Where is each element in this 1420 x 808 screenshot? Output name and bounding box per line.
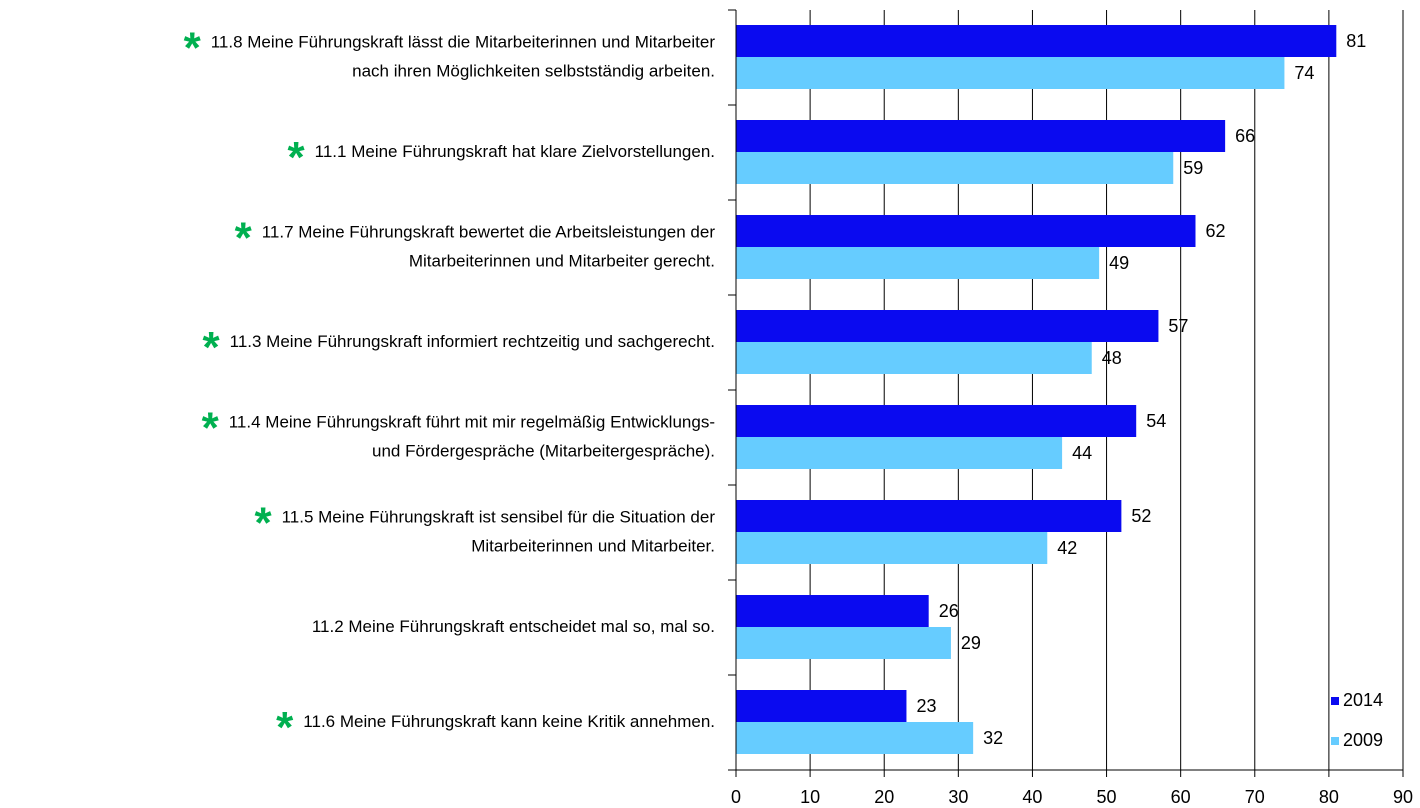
category-label: und Fördergespräche (Mitarbeitergespräch… — [372, 441, 715, 460]
data-label: 59 — [1183, 158, 1203, 178]
bar — [736, 437, 1063, 469]
significance-marker: * — [235, 214, 253, 263]
bar — [736, 722, 974, 754]
x-tick-label: 10 — [800, 787, 820, 807]
x-tick-label: 80 — [1319, 787, 1339, 807]
data-label: 81 — [1346, 31, 1366, 51]
x-tick-label: 90 — [1393, 787, 1413, 807]
bar — [736, 120, 1226, 152]
bar — [736, 532, 1048, 564]
bar — [736, 500, 1122, 532]
legend-swatch — [1331, 737, 1339, 745]
x-tick-label: 20 — [874, 787, 894, 807]
bar — [736, 152, 1174, 184]
significance-marker: * — [202, 404, 220, 453]
data-label: 32 — [983, 728, 1003, 748]
bar — [736, 57, 1285, 89]
data-label: 62 — [1205, 221, 1225, 241]
category-label: 11.1 Meine Führungskraft hat klare Zielv… — [315, 142, 715, 161]
significance-marker: * — [254, 499, 272, 548]
bar — [736, 627, 951, 659]
legend-label: 2009 — [1343, 730, 1383, 750]
data-label: 57 — [1168, 316, 1188, 336]
data-label: 66 — [1235, 126, 1255, 146]
x-tick-label: 0 — [731, 787, 741, 807]
significance-marker: * — [276, 703, 294, 752]
category-label: 11.3 Meine Führungskraft informiert rech… — [230, 332, 715, 351]
significance-marker: * — [288, 133, 306, 182]
x-tick-label: 60 — [1171, 787, 1191, 807]
data-label: 26 — [939, 601, 959, 621]
legend-swatch — [1331, 697, 1339, 705]
bar — [736, 405, 1137, 437]
significance-marker: * — [184, 24, 202, 73]
data-label: 74 — [1294, 63, 1314, 83]
category-label: 11.8 Meine Führungskraft lässt die Mitar… — [211, 32, 716, 51]
category-label: nach ihren Möglichkeiten selbstständig a… — [352, 61, 715, 80]
category-label: 11.7 Meine Führungskraft bewertet die Ar… — [262, 222, 716, 241]
bar — [736, 690, 907, 722]
category-label: 11.4 Meine Führungskraft führt mit mir r… — [229, 412, 715, 431]
x-tick-label: 70 — [1245, 787, 1265, 807]
significance-marker: * — [203, 323, 221, 372]
data-label: 44 — [1072, 443, 1092, 463]
category-label: Mitarbeiterinnen und Mitarbeiter. — [471, 536, 715, 555]
data-label: 42 — [1057, 538, 1077, 558]
category-label: 11.2 Meine Führungskraft entscheidet mal… — [312, 617, 715, 636]
bar — [736, 247, 1100, 279]
bar — [736, 310, 1159, 342]
data-label: 29 — [961, 633, 981, 653]
x-tick-label: 30 — [948, 787, 968, 807]
bar — [736, 215, 1196, 247]
bar — [736, 342, 1092, 374]
bar — [736, 595, 929, 627]
category-label: 11.6 Meine Führungskraft kann keine Krit… — [303, 712, 715, 731]
data-label: 52 — [1131, 506, 1151, 526]
x-tick-label: 50 — [1097, 787, 1117, 807]
category-label: Mitarbeiterinnen und Mitarbeiter gerecht… — [409, 251, 715, 270]
x-tick-label: 40 — [1022, 787, 1042, 807]
data-label: 49 — [1109, 253, 1129, 273]
data-label: 23 — [916, 696, 936, 716]
legend-label: 2014 — [1343, 690, 1383, 710]
data-label: 54 — [1146, 411, 1166, 431]
bar — [736, 25, 1337, 57]
category-label: 11.5 Meine Führungskraft ist sensibel fü… — [282, 507, 716, 526]
data-label: 48 — [1102, 348, 1122, 368]
